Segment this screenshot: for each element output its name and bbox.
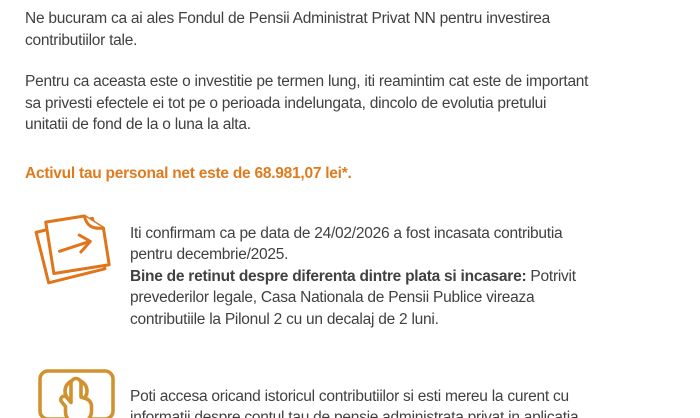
arrow-head xyxy=(77,233,92,254)
contribution-text: Iti confirmam ca pe data de 24/02/2026 a… xyxy=(130,201,685,330)
contribution-section: Iti confirmam ca pe data de 24/02/2026 a… xyxy=(25,201,680,330)
document-arrow-icon xyxy=(34,214,111,285)
tap-hand-shape xyxy=(59,376,94,418)
contribution-note-rest: Potrivit prevederilor legale, Casa Natio… xyxy=(130,267,576,328)
contribution-note-bold: Bine de retinut despre diferenta dintre … xyxy=(130,267,527,285)
arrow-shaft xyxy=(57,240,91,253)
nn-direct-body-text: Poti accesa oricand istoricul contributi… xyxy=(130,387,579,418)
intro-paragraph: Ne bucuram ca ai ales Fondul de Pensii A… xyxy=(25,10,550,49)
long-term-paragraph: Pentru ca aceasta este o investitie pe t… xyxy=(25,73,589,133)
touchscreen-tap-icon xyxy=(38,369,115,418)
page-fold-shape xyxy=(82,214,105,230)
contribution-icon-cell xyxy=(25,201,130,291)
nn-direct-section: Poti accesa oricand istoricul contributi… xyxy=(25,364,680,418)
front-page-shape xyxy=(44,214,111,275)
nn-direct-icon-cell xyxy=(25,364,130,418)
contribution-confirm-text: Iti confirmam ca pe data de 24/02/2026 a… xyxy=(130,224,563,264)
nn-direct-text: Poti accesa oricand istoricul contributi… xyxy=(130,364,685,418)
net-asset-highlight: Activul tau personal net este de 68.981,… xyxy=(25,164,352,182)
